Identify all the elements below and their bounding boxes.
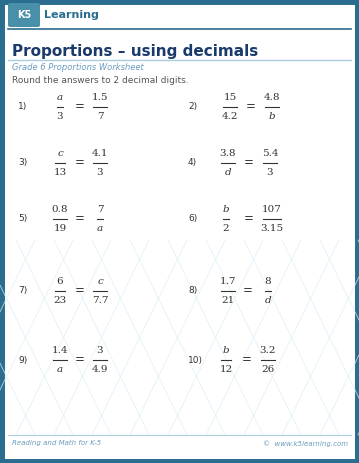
Text: 7.7: 7.7	[92, 296, 108, 305]
Text: 19: 19	[53, 224, 67, 233]
Text: 8: 8	[265, 277, 271, 286]
Text: 4.1: 4.1	[92, 149, 108, 158]
Text: =: =	[75, 213, 85, 225]
Text: Reading and Math for K-5: Reading and Math for K-5	[12, 440, 101, 446]
Text: K5: K5	[17, 10, 31, 20]
Text: 26: 26	[261, 365, 275, 374]
Text: 3): 3)	[18, 158, 27, 168]
Text: 3: 3	[97, 168, 103, 177]
Text: 7: 7	[97, 205, 103, 214]
Text: =: =	[246, 100, 256, 113]
Text: 15: 15	[223, 93, 237, 102]
Text: 107: 107	[262, 205, 282, 214]
Text: 12: 12	[219, 365, 233, 374]
Text: 4.8: 4.8	[264, 93, 280, 102]
Text: =: =	[75, 284, 85, 298]
Text: 23: 23	[53, 296, 67, 305]
Text: 10): 10)	[188, 356, 203, 364]
Text: 8): 8)	[188, 287, 197, 295]
Text: 13: 13	[53, 168, 67, 177]
Text: a: a	[97, 224, 103, 233]
Text: =: =	[244, 213, 254, 225]
Text: 0.8: 0.8	[52, 205, 68, 214]
Text: =: =	[242, 353, 252, 367]
Text: 3: 3	[57, 112, 63, 121]
Text: 5): 5)	[18, 214, 27, 224]
Text: a: a	[57, 365, 63, 374]
Text: ©  www.k5learning.com: © www.k5learning.com	[263, 440, 348, 447]
Text: 3.2: 3.2	[260, 346, 276, 355]
Text: b: b	[223, 346, 229, 355]
Text: a: a	[57, 93, 63, 102]
Text: 3: 3	[267, 168, 273, 177]
Text: 1.5: 1.5	[92, 93, 108, 102]
Text: =: =	[244, 156, 254, 169]
Text: b: b	[223, 205, 229, 214]
Text: 7: 7	[97, 112, 103, 121]
Text: c: c	[97, 277, 103, 286]
Text: 2: 2	[223, 224, 229, 233]
Text: 1.7: 1.7	[220, 277, 236, 286]
Text: b: b	[269, 112, 275, 121]
Text: 1.4: 1.4	[52, 346, 68, 355]
Text: d: d	[225, 168, 231, 177]
Text: d: d	[265, 296, 271, 305]
Text: Learning: Learning	[44, 10, 99, 20]
Text: =: =	[243, 284, 253, 298]
Text: Grade 6 Proportions Worksheet: Grade 6 Proportions Worksheet	[12, 63, 144, 72]
Text: 6): 6)	[188, 214, 197, 224]
Text: 21: 21	[222, 296, 235, 305]
Text: 3.8: 3.8	[220, 149, 236, 158]
Text: 3.15: 3.15	[260, 224, 284, 233]
Text: 9): 9)	[18, 356, 27, 364]
Text: 7): 7)	[18, 287, 27, 295]
FancyBboxPatch shape	[8, 3, 40, 27]
Text: c: c	[57, 149, 63, 158]
Text: 4.2: 4.2	[222, 112, 238, 121]
Text: =: =	[75, 353, 85, 367]
Text: 6: 6	[57, 277, 63, 286]
Text: Proportions – using decimals: Proportions – using decimals	[12, 44, 258, 59]
Text: 4.9: 4.9	[92, 365, 108, 374]
Text: 4): 4)	[188, 158, 197, 168]
Text: Round the answers to 2 decimal digits.: Round the answers to 2 decimal digits.	[12, 76, 188, 85]
Text: 2): 2)	[188, 102, 197, 112]
Text: 3: 3	[97, 346, 103, 355]
Text: 1): 1)	[18, 102, 27, 112]
Text: 5.4: 5.4	[262, 149, 278, 158]
Text: =: =	[75, 156, 85, 169]
Text: =: =	[75, 100, 85, 113]
